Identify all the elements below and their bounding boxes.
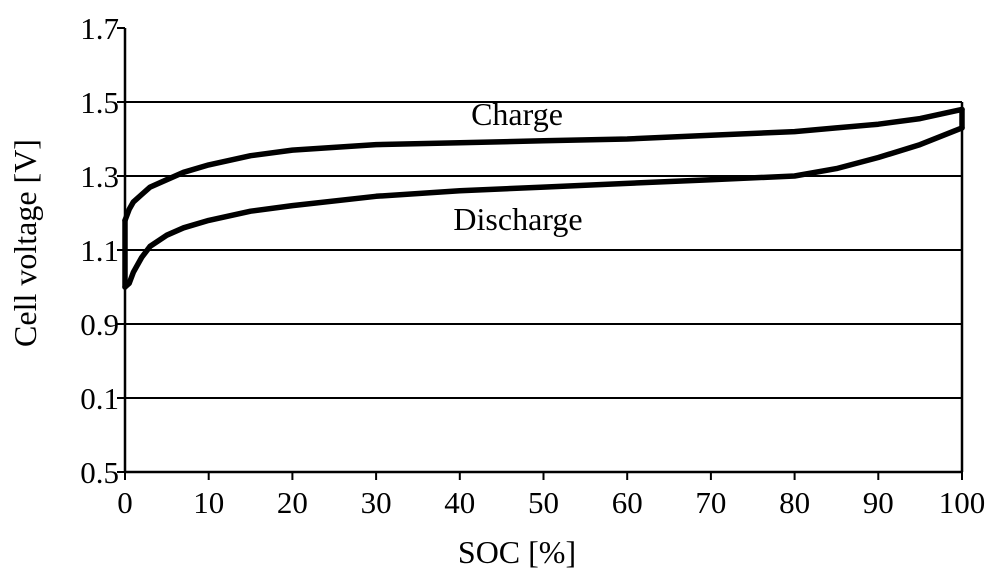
x-tick-label: 100 <box>939 485 986 520</box>
annotation-discharge: Discharge <box>453 201 582 237</box>
gridlines <box>125 101 962 399</box>
x-tick-label: 40 <box>444 485 475 520</box>
y-tick-label: 1.5 <box>80 85 119 120</box>
x-tick-label: 20 <box>277 485 308 520</box>
series-lines <box>122 106 965 290</box>
x-axis-title: SOC [%] <box>458 534 576 570</box>
y-tick-label: 0.1 <box>80 381 119 416</box>
x-tick-label: 90 <box>863 485 894 520</box>
y-tick-label: 1.3 <box>80 159 119 194</box>
x-tick-label: 10 <box>193 485 224 520</box>
x-tick-label: 50 <box>528 485 559 520</box>
series-line-discharge <box>122 125 965 290</box>
annotation-charge: Charge <box>471 96 563 132</box>
x-tick-label: 70 <box>695 485 726 520</box>
tick-labels: 1.7 1.5 1.3 1.1 0.9 0.1 0.50 10 20 30 40 50 60 70 80 90… <box>80 11 985 520</box>
y-tick-label: 1.1 <box>80 233 119 268</box>
y-axis-title: Cell voltage [V] <box>7 139 43 347</box>
y-tick-label: 0.5 <box>80 455 119 490</box>
x-tick-label: 30 <box>361 485 392 520</box>
series-line-charge <box>122 106 965 224</box>
x-tick-label: 60 <box>612 485 643 520</box>
y-tick-label: 0.9 <box>80 307 119 342</box>
x-tick-label: 80 <box>779 485 810 520</box>
x-tick-label: 0 <box>117 485 133 520</box>
y-tick-label: 1.7 <box>80 11 119 46</box>
